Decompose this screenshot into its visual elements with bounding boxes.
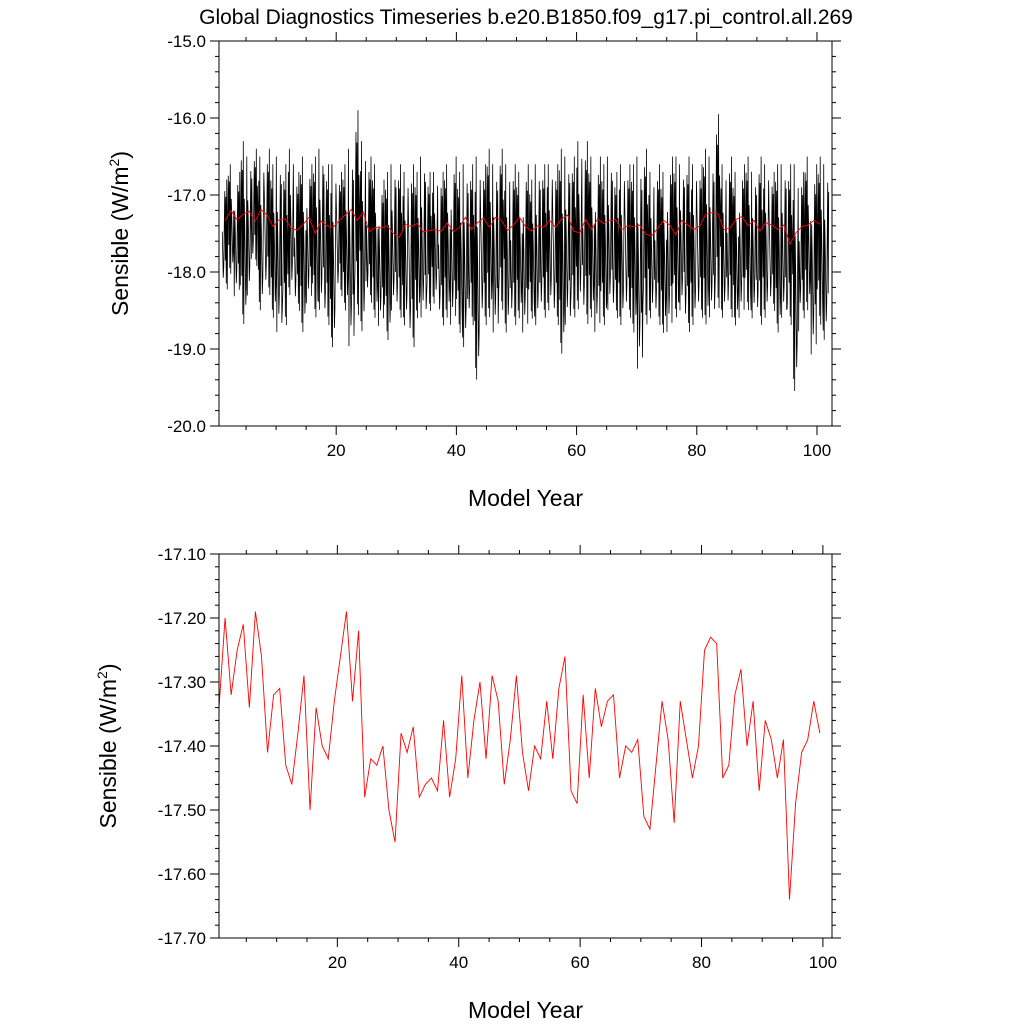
y-tick-label: -17.60 (158, 865, 206, 884)
annual-series-line (218, 611, 821, 900)
x-tick-label: 60 (571, 953, 590, 972)
x-tick-label: 40 (449, 953, 468, 972)
y-tick-label: -17.40 (158, 737, 206, 756)
x-tick-label: 20 (327, 441, 346, 460)
x-tick-label: 60 (567, 441, 586, 460)
x-tick-label: 100 (809, 953, 837, 972)
y-tick-label: -17.70 (158, 929, 206, 948)
y-tick-label: -15.0 (167, 32, 206, 51)
x-axis-label: Model Year (468, 997, 583, 1023)
plot-frame (218, 40, 833, 427)
y-tick-label: -19.0 (167, 340, 206, 359)
y-tick-label: -20.0 (167, 417, 206, 436)
y-tick-label: -16.0 (167, 109, 206, 128)
x-tick-label: 80 (687, 441, 706, 460)
y-tick-label: -17.10 (158, 545, 206, 564)
x-axis-label: Model Year (468, 485, 583, 511)
figure-title: Global Diagnostics Timeseries b.e20.B185… (199, 6, 853, 29)
annual-series-line (224, 208, 821, 246)
monthly-series-line (221, 110, 830, 391)
x-tick-label: 40 (447, 441, 466, 460)
y-tick-label: -17.30 (158, 673, 206, 692)
y-tick-label: -17.0 (167, 186, 206, 205)
top-panel: 20 40 60 80 100 -20.0 -19.0 -18.0 -17.0 -16.0 -15.… (106, 32, 841, 511)
x-tick-label: 20 (328, 953, 347, 972)
y-axis-label: Sensible (W/m2) (94, 663, 121, 828)
plot-frame (218, 553, 833, 939)
bottom-panel: 20 40 60 80 100 -17.70 -17.60 -17.50 -17.40 -17.3… (94, 545, 841, 1023)
x-tick-label: 80 (692, 953, 711, 972)
x-tick-label: 100 (803, 441, 831, 460)
y-tick-label: -17.50 (158, 801, 206, 820)
y-tick-label: -18.0 (167, 263, 206, 282)
y-tick-label: -17.20 (158, 609, 206, 628)
y-axis-label: Sensible (W/m2) (106, 151, 133, 316)
